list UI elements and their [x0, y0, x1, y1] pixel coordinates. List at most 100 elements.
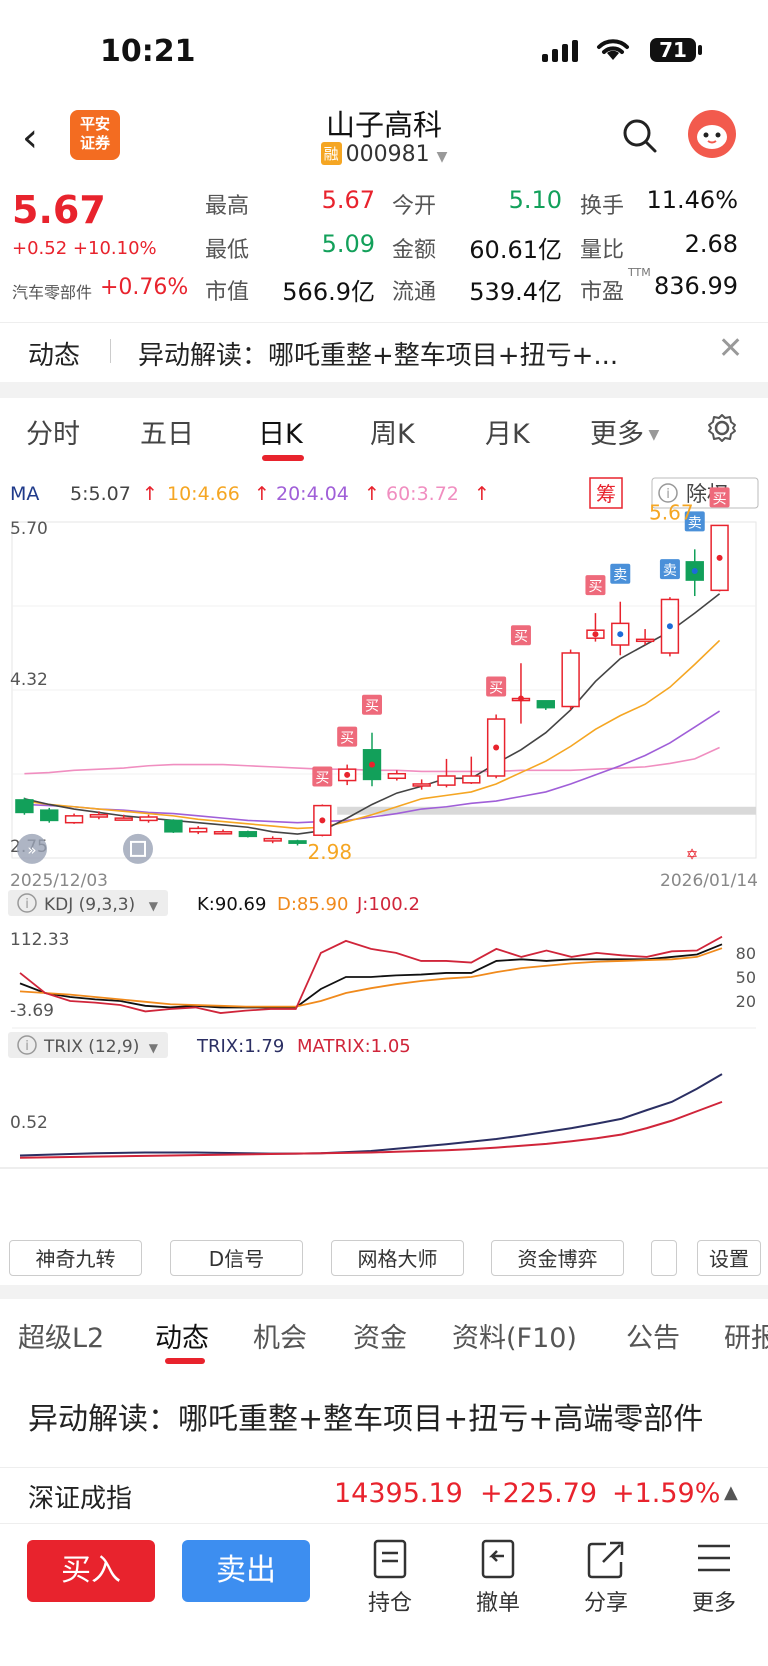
news-ticker[interactable]: 动态 异动解读：哪吒重整+整车项目+扭亏+... ✕ — [0, 322, 768, 383]
quote-value: 2.68 — [684, 230, 738, 258]
caret-down-icon: ▼ — [436, 149, 448, 165]
tool-grid-master-button[interactable]: 网格大师 — [331, 1240, 464, 1276]
chip-button-label: 筹 — [596, 482, 616, 506]
quote-value: 11.46% — [646, 186, 738, 214]
cancel-order-icon[interactable] — [468, 1538, 528, 1580]
high-price-label: 5.67 — [649, 500, 694, 524]
y-tick-label: 5.70 — [10, 519, 48, 539]
tool-settings-button[interactable]: 设置 — [697, 1240, 761, 1276]
candle-body — [412, 783, 431, 787]
ma-legend-prefix: MA — [10, 483, 39, 505]
kdj-j-value: J:100.2 — [356, 894, 420, 915]
active-tab-indicator — [165, 1358, 205, 1364]
candle-body — [561, 652, 580, 708]
quote-value: 539.4亿 — [469, 278, 562, 306]
stock-code-row[interactable]: 融 000981 ▼ — [0, 142, 768, 167]
quote-label: 最低 — [205, 238, 250, 263]
kline-chart[interactable]: MA 5:5.07 10:4.66 20:4.04 60:3.72↑ ↑ ↑ ↑ 筹 i 除权5.7… — [0, 470, 768, 1240]
expand-icon — [123, 833, 153, 864]
support-zone — [337, 806, 756, 815]
avatar[interactable] — [688, 110, 736, 158]
tab-intraday[interactable]: 分时 — [26, 419, 80, 450]
expand-icon-glyph — [130, 840, 146, 857]
ma5-legend: 5:5.07 — [70, 483, 131, 505]
gear-icon[interactable] — [706, 412, 738, 444]
tool-nine-turn-button[interactable]: 神奇九转 — [9, 1240, 142, 1276]
low-price-label: 2.98 — [308, 840, 353, 864]
candle-body — [263, 837, 282, 842]
buy-signal-label: 买 — [315, 770, 329, 786]
tab-monthly-k[interactable]: 月K — [485, 419, 530, 450]
collapse-icon-glyph: » — [27, 841, 36, 859]
cancel-order-label[interactable]: 撤单 — [475, 1591, 520, 1616]
section-tab-opportunity[interactable]: 机会 — [253, 1323, 307, 1354]
status-time: 10:21 — [100, 34, 196, 69]
candle-body — [189, 827, 208, 833]
star-icon: ✡ — [686, 846, 699, 864]
section-tab-news[interactable]: 动态 — [155, 1323, 209, 1354]
caret-up-icon[interactable]: ▲ — [724, 1482, 738, 1503]
candle-body — [635, 638, 655, 643]
signal-dot — [691, 567, 698, 574]
section-tab-f10[interactable]: 资料(F10) — [452, 1323, 577, 1354]
section-tab-funds[interactable]: 资金 — [353, 1323, 407, 1354]
section-tab-l2[interactable]: 超级L2 — [18, 1323, 105, 1354]
section-tab-research[interactable]: 研报 — [724, 1323, 768, 1354]
buy-signal-label: 买 — [340, 731, 354, 747]
signal-dot — [716, 554, 723, 561]
news-headline[interactable]: 异动解读：哪吒重整+整车项目+扭亏+高端零部件 — [28, 1402, 704, 1437]
tab-five-day[interactable]: 五日 — [140, 419, 194, 450]
y-tick-label: -3.69 — [10, 1001, 54, 1021]
buy-button[interactable]: 买入 — [27, 1540, 155, 1602]
menu-icon[interactable] — [684, 1538, 744, 1580]
search-icon[interactable] — [622, 118, 658, 154]
buy-signal-marker — [585, 575, 606, 596]
sell-button[interactable]: 卖出 — [182, 1540, 310, 1602]
quote-label: 换手 — [580, 194, 625, 219]
tab-weekly-k[interactable]: 周K — [370, 419, 415, 450]
quote-value: 60.61亿 — [469, 236, 562, 264]
news-ticker-text: 异动解读：哪吒重整+整车项目+扭亏+... — [138, 341, 619, 371]
buy-signal-label: 买 — [588, 579, 602, 595]
close-icon[interactable]: ✕ — [718, 331, 744, 366]
holdings-label[interactable]: 持仓 — [367, 1591, 412, 1616]
arrow-up-icon: ↑ — [364, 483, 380, 505]
share-label[interactable]: 分享 — [583, 1591, 628, 1616]
info-icon-glyph: i — [25, 1039, 29, 1054]
divider — [110, 339, 111, 363]
sector-name[interactable]: 汽车零部件 — [12, 283, 93, 302]
holdings-icon[interactable] — [360, 1538, 420, 1580]
kdj-j-line — [19, 935, 723, 1014]
index-change: +225.79 — [480, 1478, 598, 1509]
quote-value: 836.99 — [654, 272, 738, 300]
kdj-k-line — [19, 943, 723, 1009]
active-tab-indicator — [262, 455, 304, 461]
sell-signal-label: 卖 — [688, 515, 702, 531]
tool-d-signal-button[interactable]: D信号 — [170, 1240, 303, 1276]
arrow-up-icon: ↑ — [254, 483, 270, 505]
tool-fund-game-button[interactable]: 资金博弈 — [491, 1240, 624, 1276]
kdj-level-label: 50 — [736, 968, 756, 987]
arrow-up-icon: ↑ — [474, 483, 490, 505]
share-icon[interactable] — [576, 1538, 636, 1580]
arrow-up-icon: ↑ — [142, 483, 158, 505]
back-chevron-icon[interactable]: ‹ — [22, 115, 38, 161]
candle-body — [139, 816, 158, 822]
tab-more[interactable]: 更多 ▼ — [590, 412, 659, 451]
tool-extra-button[interactable] — [651, 1240, 677, 1276]
buy-signal-marker — [709, 487, 730, 508]
tab-daily-k[interactable]: 日K — [258, 419, 303, 450]
candle-body — [387, 772, 407, 780]
candle-body — [462, 775, 481, 784]
sell-signal-marker — [684, 511, 705, 532]
news-tag: 动态 — [28, 341, 81, 371]
quote-label: 金额 — [392, 238, 437, 263]
battery-tip — [698, 45, 702, 55]
quote-label: 量比 — [580, 238, 625, 263]
section-tab-announcement[interactable]: 公告 — [626, 1323, 680, 1354]
index-ticker[interactable]: 深证成指 14395.19 +225.79 +1.59% ▲ — [0, 1467, 768, 1524]
buy-signal-label: 买 — [713, 491, 727, 507]
more-label[interactable]: 更多 — [691, 1591, 736, 1616]
signal-dot — [493, 744, 500, 751]
y-tick-label: 4.32 — [10, 670, 48, 690]
